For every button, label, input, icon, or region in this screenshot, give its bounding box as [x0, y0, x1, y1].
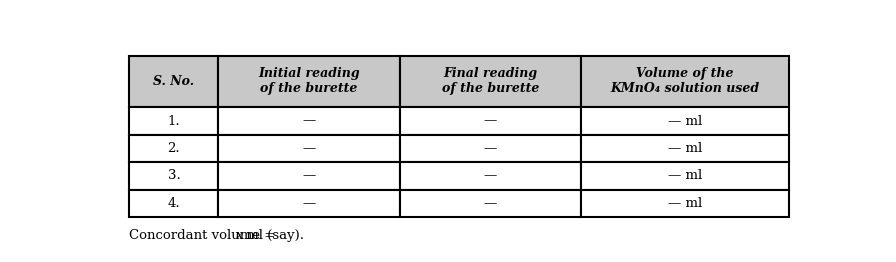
Text: 3.: 3.	[168, 170, 180, 182]
Bar	[400, 135, 582, 162]
Bar	[129, 56, 219, 107]
Text: — ml: — ml	[668, 170, 702, 182]
Bar	[129, 135, 219, 162]
Text: Final reading
of the burette: Final reading of the burette	[442, 68, 539, 95]
Text: —: —	[484, 142, 497, 155]
Text: —: —	[484, 114, 497, 128]
Bar	[582, 56, 789, 107]
Text: x: x	[237, 229, 244, 242]
Bar	[400, 107, 582, 135]
Bar	[219, 56, 400, 107]
Bar	[582, 162, 789, 190]
Bar	[219, 162, 400, 190]
Text: — ml: — ml	[668, 142, 702, 155]
Text: Initial reading
of the burette: Initial reading of the burette	[258, 68, 360, 95]
Text: 1.: 1.	[168, 114, 180, 128]
Bar	[129, 162, 219, 190]
Bar	[129, 190, 219, 217]
Bar	[582, 107, 789, 135]
Bar	[219, 107, 400, 135]
Text: Volume of the
KMnO₄ solution used: Volume of the KMnO₄ solution used	[610, 68, 760, 95]
Bar	[582, 190, 789, 217]
Bar	[219, 190, 400, 217]
Bar	[400, 162, 582, 190]
Bar	[400, 56, 582, 107]
Bar	[400, 190, 582, 217]
Bar	[129, 107, 219, 135]
Text: Concordant volume =: Concordant volume =	[129, 229, 280, 242]
Text: 4.: 4.	[168, 197, 180, 210]
Text: — ml: — ml	[668, 114, 702, 128]
Bar	[219, 135, 400, 162]
Text: —: —	[303, 142, 315, 155]
Text: ml (say).: ml (say).	[242, 229, 304, 242]
Bar	[582, 135, 789, 162]
Text: —: —	[303, 170, 315, 182]
Text: —: —	[303, 114, 315, 128]
Text: —: —	[484, 170, 497, 182]
Text: —: —	[303, 197, 315, 210]
Text: S. No.: S. No.	[153, 75, 194, 88]
Text: — ml: — ml	[668, 197, 702, 210]
Text: 2.: 2.	[168, 142, 180, 155]
Text: —: —	[484, 197, 497, 210]
